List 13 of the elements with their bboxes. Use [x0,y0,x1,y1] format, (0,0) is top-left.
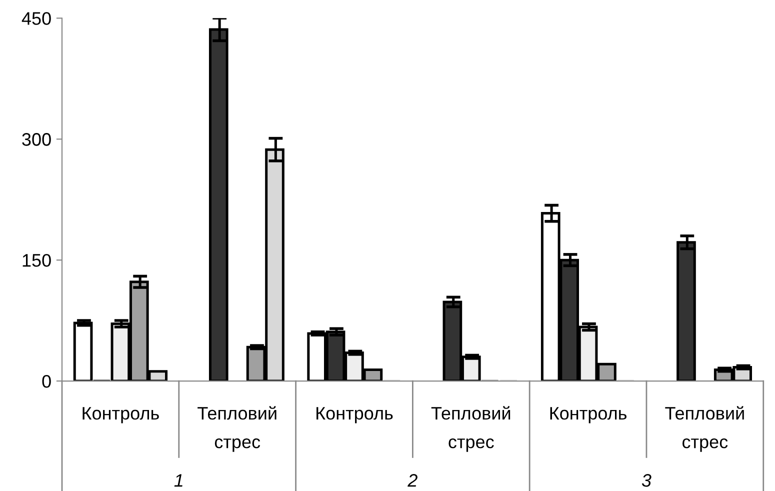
x-tick-label: Тепловий стрес [198,406,276,452]
text: 2 [408,474,418,487]
x-tick-label: Тепловий стрес [431,406,510,452]
y-tick-label: 150 [22,254,51,267]
text: 1 [174,474,182,487]
y-tick-label: 0 [42,374,51,388]
x-tick-label: Контроль [550,407,627,424]
y-tick-label: 450 [22,12,51,25]
text: 3 [642,474,652,487]
x-tick-label: Тепловий стрес [665,406,744,452]
y-tick-label: 300 [22,133,51,146]
x-tick-label: Контроль [316,407,393,424]
x-tick-label: Контроль [82,407,159,424]
